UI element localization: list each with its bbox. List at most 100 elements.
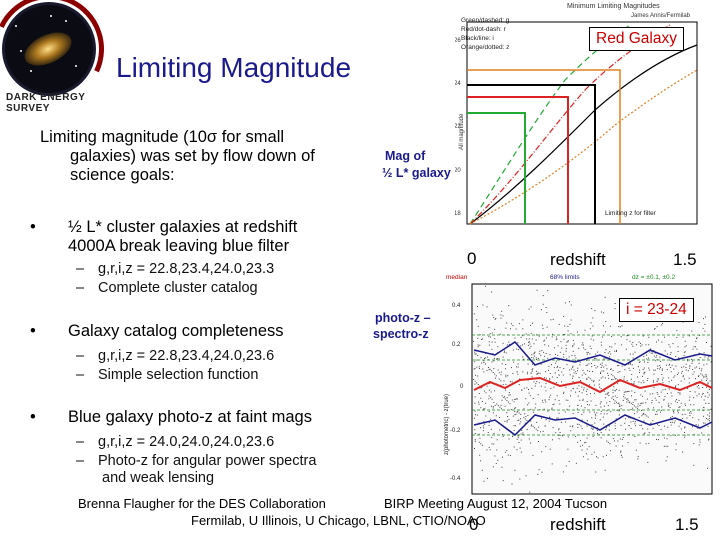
scatter-point (489, 341, 490, 342)
scatter-point (602, 363, 603, 364)
scatter-point (507, 416, 508, 417)
scatter-point (631, 379, 632, 380)
scatter-point (554, 367, 555, 368)
scatter-point (591, 366, 592, 367)
scatter-point (605, 365, 606, 366)
scatter-point (632, 342, 633, 343)
scatter-point (610, 326, 611, 327)
scatter-point (614, 351, 615, 352)
scatter-point (628, 442, 629, 443)
scatter-point (689, 335, 690, 336)
scatter-point (646, 358, 647, 359)
scatter-point (693, 404, 694, 405)
scatter-point (493, 408, 494, 409)
scatter-point (673, 377, 674, 378)
scatter-point (659, 369, 660, 370)
scatter-point (701, 380, 702, 381)
scatter-point (647, 429, 648, 430)
scatter-point (615, 390, 616, 391)
scatter-point (528, 345, 529, 346)
scatter-point (685, 405, 686, 406)
scatter-point (544, 356, 545, 357)
scatter-point (522, 344, 523, 345)
scatter-point (532, 339, 533, 340)
scatter-point (536, 359, 537, 360)
scatter-point (664, 337, 665, 338)
scatter-point (613, 438, 614, 439)
scatter-point (601, 401, 602, 402)
scatter-point (542, 400, 543, 401)
scatter-point (483, 360, 484, 361)
scatter-point (489, 327, 490, 328)
scatter-point (609, 401, 610, 402)
scatter-point (563, 316, 564, 317)
scatter-point (510, 381, 511, 382)
scatter-point (569, 356, 570, 357)
scatter-point (626, 399, 627, 400)
scatter-point (698, 376, 699, 377)
scatter-point (506, 450, 507, 451)
scatter-point (546, 307, 547, 308)
scatter-point (553, 404, 554, 405)
scatter-point (532, 368, 533, 369)
scatter-point (628, 400, 629, 401)
scatter-point (552, 463, 553, 464)
scatter-point (507, 420, 508, 421)
scatter-point (684, 379, 685, 380)
scatter-point (608, 378, 609, 379)
scatter-point (692, 369, 693, 370)
y-tick: 0.2 (452, 342, 461, 348)
scatter-point (550, 395, 551, 396)
scatter-point (694, 346, 695, 347)
scatter-point (509, 419, 510, 420)
sub-dash: – (76, 434, 98, 451)
scatter-point (659, 365, 660, 366)
bullet-1-text: ½ L* cluster galaxies at redshift 4000A … (68, 218, 368, 256)
scatter-point (675, 387, 676, 388)
scatter-point (600, 403, 601, 404)
scatter-point (605, 321, 606, 322)
scatter-point (473, 379, 474, 380)
scatter-point (642, 428, 643, 429)
scatter-point (584, 372, 585, 373)
y-tick: -0.2 (450, 428, 461, 434)
scatter-point (619, 406, 620, 407)
scatter-point (657, 368, 658, 369)
scatter-point (539, 353, 540, 354)
scatter-point (610, 369, 611, 370)
scatter-point (684, 432, 685, 433)
scatter-point (685, 403, 686, 404)
footer-institutions: Fermilab, U Illinois, U Chicago, LBNL, C… (191, 512, 486, 529)
scatter-point (701, 396, 702, 397)
scatter-point (660, 412, 661, 413)
scatter-point (570, 430, 571, 431)
scatter-point (704, 324, 705, 325)
scatter-point (514, 447, 515, 448)
scatter-point (519, 423, 520, 424)
scatter-point (476, 382, 477, 383)
scatter-point (596, 367, 597, 368)
scatter-point (484, 358, 485, 359)
scatter-point (646, 415, 647, 416)
scatter-point (564, 339, 565, 340)
scatter-point (474, 403, 475, 404)
scatter-point (606, 427, 607, 428)
scatter-point (589, 404, 590, 405)
scatter-point (641, 425, 642, 426)
scatter-point (643, 414, 644, 415)
scatter-point (513, 350, 514, 351)
scatter-point (605, 470, 606, 471)
scatter-point (670, 346, 671, 347)
scatter-point (473, 341, 474, 342)
scatter-point (560, 352, 561, 353)
scatter-point (653, 407, 654, 408)
scatter-point (648, 408, 649, 409)
scatter-point (526, 420, 527, 421)
y-tick: 26 (455, 38, 461, 44)
scatter-point (624, 369, 625, 370)
scatter-point (694, 371, 695, 372)
scatter-point (529, 309, 530, 310)
scatter-point (487, 386, 488, 387)
scatter-point (568, 437, 569, 438)
scatter-point (667, 427, 668, 428)
